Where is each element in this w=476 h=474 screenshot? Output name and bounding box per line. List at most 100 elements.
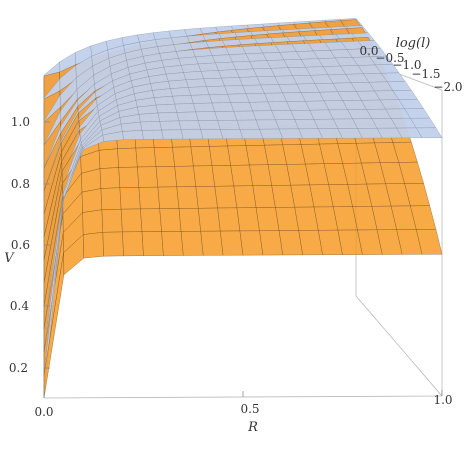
surface-patch bbox=[157, 112, 180, 122]
surface-patch bbox=[101, 208, 123, 233]
surface-patch bbox=[221, 77, 243, 87]
surface-patch bbox=[211, 165, 235, 187]
y-axis: 0.2 0.4 0.6 0.8 1.0 V bbox=[4, 115, 50, 375]
z-tick-label: −0.5 bbox=[375, 51, 404, 65]
y-tick-label: 1.0 bbox=[11, 115, 30, 129]
x-axis: 0.0 0.5 1.0 R bbox=[34, 390, 453, 435]
surface-patch bbox=[81, 188, 103, 213]
surface-patch bbox=[219, 129, 244, 140]
surface-patch bbox=[185, 78, 207, 88]
surface-patch bbox=[209, 145, 231, 166]
surface-patch bbox=[233, 110, 257, 121]
surface-patch bbox=[172, 146, 194, 167]
z-tick-label: 0.0 bbox=[359, 44, 378, 58]
y-tick-label: 0.8 bbox=[11, 177, 30, 191]
surface-patch bbox=[255, 119, 280, 130]
surface-patch bbox=[180, 129, 204, 140]
surface-patch bbox=[117, 147, 138, 168]
x-tick-label: 0.0 bbox=[34, 405, 53, 419]
surface-patch bbox=[259, 128, 284, 139]
surface-patch bbox=[99, 167, 121, 189]
surface-patch bbox=[138, 112, 160, 123]
surface-patch bbox=[200, 230, 224, 256]
surface-patch bbox=[157, 186, 180, 209]
surface-patch bbox=[155, 166, 178, 188]
surface-patch bbox=[161, 129, 184, 140]
surface-patch bbox=[198, 207, 221, 232]
surface-patch bbox=[197, 62, 219, 72]
y-tick-label: 0.2 bbox=[9, 361, 28, 375]
surface-patch bbox=[192, 48, 213, 58]
surface-patch bbox=[416, 229, 443, 255]
surface-patch bbox=[168, 79, 189, 89]
surface-patch bbox=[153, 95, 175, 106]
surface-patch bbox=[239, 128, 264, 139]
surface-patch bbox=[180, 230, 204, 256]
y-axis-title: V bbox=[4, 251, 15, 266]
surface-patch bbox=[193, 102, 216, 113]
surface-patch bbox=[141, 129, 164, 140]
surface-patch bbox=[236, 207, 260, 232]
surface-patch bbox=[178, 208, 201, 232]
surface-patch bbox=[214, 185, 238, 209]
surface-patch bbox=[188, 86, 210, 96]
surface-patch bbox=[138, 186, 160, 210]
surface-patch bbox=[172, 95, 194, 105]
x-axis-title: R bbox=[247, 420, 258, 435]
surface-patch bbox=[249, 101, 273, 112]
z-axis: 0.0 −0.5 −1.0 −1.5 −2.0 log(l) bbox=[359, 36, 462, 94]
surface-patch bbox=[249, 164, 272, 186]
surface-patch bbox=[137, 166, 159, 188]
surface-patch bbox=[214, 111, 238, 121]
surface-patch bbox=[174, 103, 197, 113]
surface-patch bbox=[82, 232, 104, 259]
surface-patch bbox=[230, 164, 254, 187]
surfaces bbox=[43, 18, 443, 399]
z-axis-title: log(l) bbox=[396, 36, 431, 51]
surface-patch bbox=[206, 85, 228, 95]
surface-patch bbox=[236, 119, 260, 130]
surface-patch bbox=[239, 230, 264, 256]
surface-patch bbox=[415, 127, 443, 139]
surface-patch bbox=[203, 77, 225, 87]
surface-patch bbox=[193, 165, 216, 187]
surface-patch bbox=[176, 111, 199, 122]
x-tick-label: 1.0 bbox=[433, 393, 452, 407]
surface-patch bbox=[141, 231, 164, 256]
surface-patch bbox=[100, 187, 122, 210]
surface-patch bbox=[159, 120, 182, 131]
surface-patch bbox=[178, 120, 201, 131]
z-tick-label: −2.0 bbox=[433, 80, 462, 94]
surface-patch bbox=[190, 94, 213, 104]
x-tick-label: 0.5 bbox=[240, 402, 259, 416]
surface-patch bbox=[82, 209, 104, 235]
surface-patch bbox=[252, 185, 276, 208]
surface-patch bbox=[195, 186, 218, 209]
surface-patch bbox=[200, 129, 224, 140]
surface-patch bbox=[233, 185, 257, 209]
surface-patch bbox=[135, 147, 157, 168]
surface-patch bbox=[211, 102, 235, 112]
z-tick-label: −1.0 bbox=[392, 58, 421, 72]
surface-patch bbox=[102, 231, 124, 257]
surface-patch bbox=[208, 93, 232, 104]
surface-patch bbox=[174, 165, 197, 188]
surface-patch bbox=[200, 70, 222, 80]
y-tick-label: 0.4 bbox=[10, 299, 29, 313]
y-tick-label: 0.6 bbox=[11, 238, 30, 252]
surface-patch bbox=[176, 186, 199, 209]
surface-patch bbox=[98, 148, 119, 169]
surface-patch bbox=[218, 69, 240, 79]
surface-patch bbox=[220, 230, 244, 256]
surface-patch bbox=[180, 63, 202, 73]
surface-patch bbox=[252, 110, 276, 121]
surface-patch bbox=[159, 208, 182, 232]
z-tick-label: −1.5 bbox=[411, 67, 440, 81]
surface-patch bbox=[190, 146, 213, 167]
surface-patch bbox=[259, 230, 284, 256]
surface-patch bbox=[161, 231, 184, 256]
surface-patch bbox=[255, 207, 280, 232]
surface-patch bbox=[230, 102, 254, 112]
